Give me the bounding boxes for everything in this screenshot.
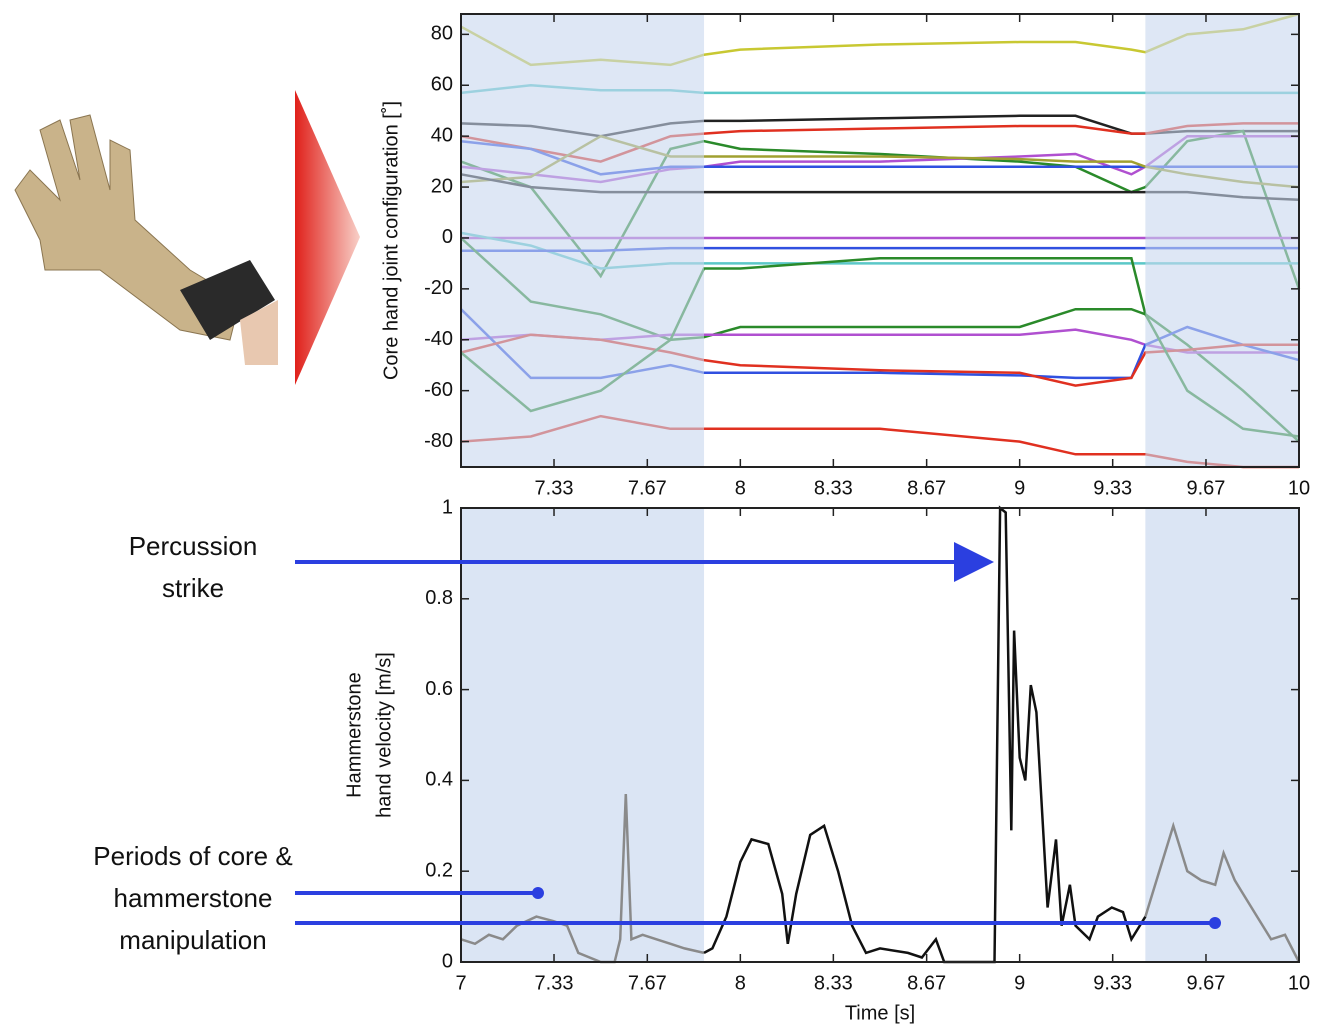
- x-tick-label: 8.33: [814, 972, 853, 994]
- shaded-region: [1145, 508, 1299, 962]
- y-tick-label: 0.2: [425, 859, 453, 881]
- data-line: [1144, 821, 1301, 963]
- x-tick-label: 9.67: [1187, 972, 1226, 994]
- x-tick-label: 7: [455, 972, 466, 994]
- x-tick-label: 9: [1014, 972, 1025, 994]
- y-tick-label: 0: [442, 226, 453, 248]
- y-tick-label: 1: [442, 496, 453, 518]
- plot-frame: [460, 507, 1300, 963]
- x-tick-label: 7.33: [535, 477, 574, 499]
- annotation: manipulation: [119, 925, 266, 955]
- y-tick-label: -20: [424, 277, 453, 299]
- x-tick-label: 7.33: [535, 972, 574, 994]
- period-dot: [1209, 917, 1221, 929]
- x-tick-label: 10: [1288, 477, 1310, 499]
- annotation: Periods of core &: [93, 841, 292, 871]
- shaded-region: [461, 14, 705, 467]
- y-tick-label: 80: [431, 23, 453, 45]
- x-tick-label: 8.67: [907, 972, 946, 994]
- shaded-region: [1145, 14, 1299, 467]
- x-tick-label: 8: [735, 477, 746, 499]
- x-tick-label: 9.67: [1187, 477, 1226, 499]
- y-tick-label: 20: [431, 175, 453, 197]
- y-tick-label: 0.8: [425, 587, 453, 609]
- annotation: strike: [162, 573, 224, 603]
- y-tick-label: 60: [431, 74, 453, 96]
- glove: [14, 114, 278, 365]
- y-tick-label: 0.6: [425, 678, 453, 700]
- y-tick-label: 0.4: [425, 769, 453, 791]
- y-axis-label: Hammerstone: [343, 672, 365, 798]
- y-axis-label: Core hand joint configuration [˚]: [380, 101, 402, 380]
- y-axis-label: hand velocity [m/s]: [373, 652, 395, 818]
- x-tick-label: 9: [1014, 477, 1025, 499]
- x-tick-label: 8: [735, 972, 746, 994]
- x-tick-label: 8.33: [814, 477, 853, 499]
- x-tick-label: 9.33: [1093, 477, 1132, 499]
- arrow-triangle: [295, 90, 360, 385]
- shaded-region: [461, 508, 705, 962]
- y-tick-label: -60: [424, 379, 453, 401]
- x-tick-label: 9.33: [1093, 972, 1132, 994]
- plot-frame: [460, 13, 1300, 468]
- y-tick-label: -40: [424, 328, 453, 350]
- x-tick-label: 7.67: [628, 477, 667, 499]
- period-dot: [532, 887, 544, 899]
- top-chart: -80 -60 -40 -20 0 20 40 60 80 7.33 7.67 8 8.33 8.67 9 9…: [380, 12, 1310, 499]
- x-axis-label: Time [s]: [845, 1002, 915, 1024]
- y-tick-label: 0: [442, 950, 453, 972]
- annotation: hammerstone: [114, 883, 273, 913]
- y-tick-label: -80: [424, 430, 453, 452]
- bottom-chart: 0 0.2 0.4 0.6 0.8 1 7 7.33 7.67 8 8.33 8.67 9 9.33 9.6…: [343, 496, 1310, 1024]
- annotation: Percussion: [129, 531, 258, 561]
- y-tick-label: 40: [431, 124, 453, 146]
- annotation-arrows: [295, 542, 1221, 929]
- x-tick-label: 8.67: [907, 477, 946, 499]
- x-tick-label: 7.67: [628, 972, 667, 994]
- x-tick-label: 10: [1288, 972, 1310, 994]
